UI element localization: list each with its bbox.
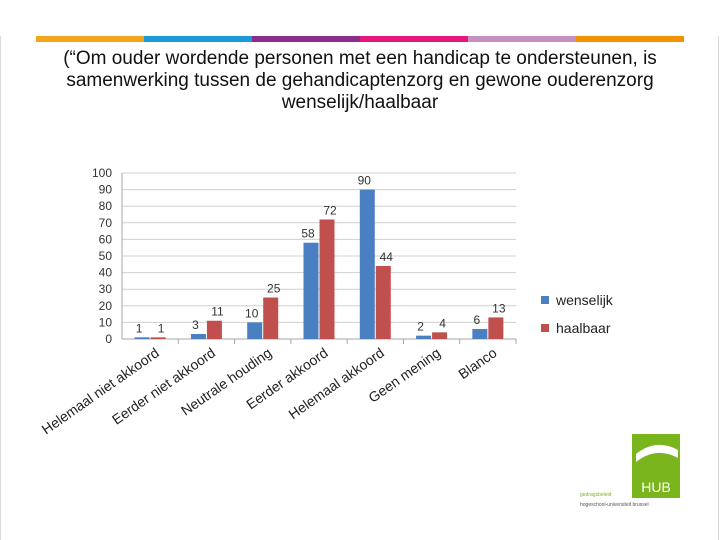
bar-haalbaar xyxy=(150,337,166,339)
y-tick-label: 60 xyxy=(99,232,113,246)
logo-arc xyxy=(636,444,678,462)
bar-wenselijk xyxy=(134,337,150,339)
accent-bar-segment xyxy=(36,36,144,42)
data-label-wenselijk: 58 xyxy=(301,227,315,241)
bar-haalbaar xyxy=(375,265,391,339)
data-label-haalbaar: 25 xyxy=(267,282,281,296)
data-label-haalbaar: 72 xyxy=(323,203,337,217)
logo-caption-1: gedragsbeleid xyxy=(580,492,612,498)
legend-label-haalbaar: haalbaar xyxy=(556,320,611,336)
x-tick-label: Blanco xyxy=(455,344,499,382)
data-label-wenselijk: 1 xyxy=(136,321,143,335)
bar-wenselijk xyxy=(472,329,488,339)
bar-wenselijk xyxy=(247,322,263,339)
y-tick-label: 100 xyxy=(92,166,112,180)
data-label-wenselijk: 10 xyxy=(245,306,259,320)
bar-wenselijk xyxy=(190,334,206,339)
bar-haalbaar xyxy=(263,297,279,339)
hub-logo: HUB gedragsbeleid hogeschool-universitei… xyxy=(580,434,680,508)
bar-haalbaar xyxy=(319,219,335,339)
y-tick-label: 10 xyxy=(99,315,113,329)
data-label-wenselijk: 90 xyxy=(358,174,372,188)
y-tick-label: 80 xyxy=(99,199,113,213)
bar-haalbaar xyxy=(432,332,448,339)
bar-haalbaar xyxy=(488,317,504,339)
bar-wenselijk xyxy=(359,189,375,339)
data-label-haalbaar: 13 xyxy=(492,301,506,315)
accent-bar-segment xyxy=(252,36,360,42)
accent-bar xyxy=(36,36,684,42)
bar-wenselijk xyxy=(303,242,319,339)
y-tick-label: 40 xyxy=(99,266,113,280)
bar-wenselijk xyxy=(416,335,432,339)
accent-bar-segment xyxy=(576,36,684,42)
accent-bar-segment xyxy=(144,36,252,42)
y-tick-label: 50 xyxy=(99,249,113,263)
y-tick-label: 0 xyxy=(105,332,112,346)
legend-swatch-wenselijk xyxy=(541,296,549,304)
bar-haalbaar xyxy=(206,320,222,339)
slide-frame xyxy=(0,36,719,540)
logo-text: HUB xyxy=(641,479,671,495)
data-label-haalbaar: 44 xyxy=(380,250,394,264)
x-tick-label: Helemaal akkoord xyxy=(285,344,387,422)
y-tick-label: 20 xyxy=(99,299,113,313)
accent-bar-segment xyxy=(360,36,468,42)
data-label-haalbaar: 4 xyxy=(439,316,446,330)
y-tick-label: 90 xyxy=(99,183,113,197)
data-label-haalbaar: 1 xyxy=(158,321,165,335)
data-label-wenselijk: 2 xyxy=(417,320,424,334)
x-tick-label: Eerder niet akkoord xyxy=(109,344,218,427)
data-label-haalbaar: 11 xyxy=(211,305,224,319)
slide-title: (“Om ouder wordende personen met een han… xyxy=(63,48,657,113)
legend-label-wenselijk: wenselijk xyxy=(555,292,614,308)
y-tick-label: 70 xyxy=(99,216,113,230)
accent-bar-segment xyxy=(468,36,576,42)
logo-block xyxy=(632,434,680,498)
data-label-wenselijk: 6 xyxy=(474,313,481,327)
logo-caption-2: hogeschool-universiteit brussel xyxy=(580,502,649,508)
legend-swatch-haalbaar xyxy=(541,324,549,332)
data-label-wenselijk: 3 xyxy=(192,318,199,332)
y-tick-label: 30 xyxy=(99,282,113,296)
